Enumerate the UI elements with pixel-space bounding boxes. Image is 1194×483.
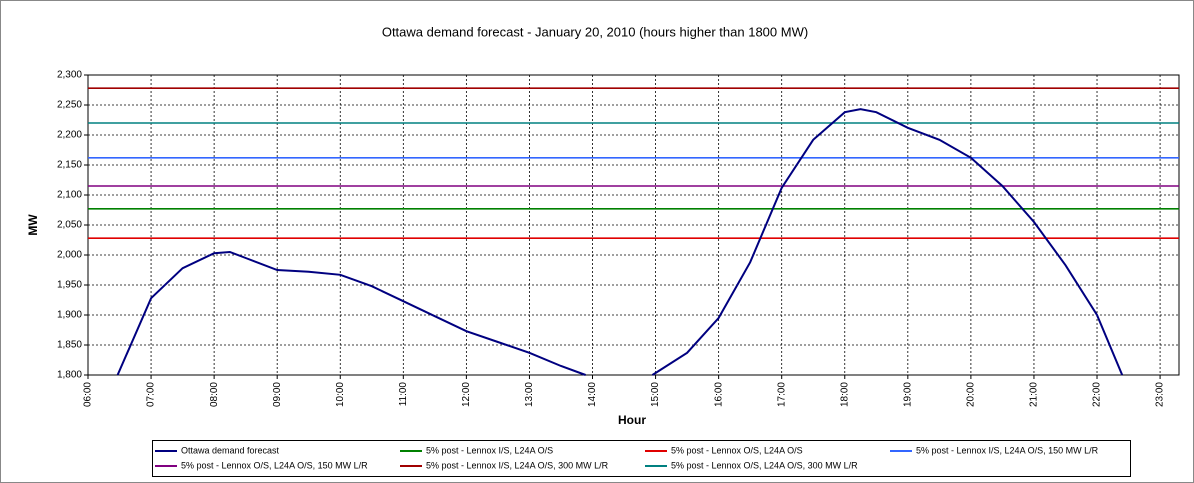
y-tick-label: 2,000	[57, 250, 82, 261]
legend-label: 5% post - Lennox I/S, L24A O/S	[426, 445, 553, 455]
y-tick-label: 1,800	[57, 370, 82, 381]
x-tick-label: 12:00	[461, 382, 472, 407]
legend-label: 5% post - Lennox I/S, L24A O/S, 150 MW L…	[916, 445, 1099, 455]
x-tick-label: 18:00	[839, 382, 850, 407]
x-tick-label: 17:00	[776, 382, 787, 407]
y-tick-label: 2,100	[57, 190, 82, 201]
x-axis-label: Hour	[618, 413, 646, 427]
y-tick-label: 1,850	[57, 340, 82, 351]
x-tick-label: 16:00	[713, 382, 724, 407]
x-tick-label: 20:00	[966, 382, 977, 407]
y-tick-label: 2,200	[57, 130, 82, 141]
y-tick-label: 2,150	[57, 160, 82, 171]
series-line	[116, 108, 1124, 376]
plot-frame	[87, 74, 1180, 376]
y-tick-label: 1,900	[57, 310, 82, 321]
y-tick-label: 1,950	[57, 280, 82, 291]
x-tick-label: 09:00	[272, 382, 283, 407]
x-tick-label: 23:00	[1155, 382, 1166, 407]
x-tick-label: 19:00	[902, 382, 913, 407]
legend-label: Ottawa demand forecast	[181, 445, 280, 455]
legend-label: 5% post - Lennox O/S, L24A O/S, 150 MW L…	[181, 460, 368, 470]
x-tick-label: 08:00	[209, 382, 220, 407]
legend-label: 5% post - Lennox I/S, L24A O/S, 300 MW L…	[426, 460, 609, 470]
x-tick-label: 22:00	[1092, 382, 1103, 407]
chart-title: Ottawa demand forecast - January 20, 201…	[382, 24, 808, 39]
x-tick-label: 14:00	[587, 382, 598, 407]
legend-box	[152, 440, 1131, 477]
y-tick-label: 2,050	[57, 220, 82, 231]
x-tick-label: 06:00	[83, 382, 94, 407]
x-tick-label: 15:00	[650, 382, 661, 407]
x-tick-label: 10:00	[335, 382, 346, 407]
x-tick-label: 21:00	[1029, 382, 1040, 407]
y-tick-label: 2,250	[57, 100, 82, 111]
legend-label: 5% post - Lennox O/S, L24A O/S, 300 MW L…	[671, 460, 858, 470]
x-tick-label: 13:00	[524, 382, 535, 407]
x-tick-label: 07:00	[146, 382, 157, 407]
y-axis-label: MW	[26, 214, 40, 236]
legend-label: 5% post - Lennox O/S, L24A O/S	[671, 445, 803, 455]
y-tick-label: 2,300	[57, 70, 82, 81]
x-tick-label: 11:00	[398, 382, 409, 407]
